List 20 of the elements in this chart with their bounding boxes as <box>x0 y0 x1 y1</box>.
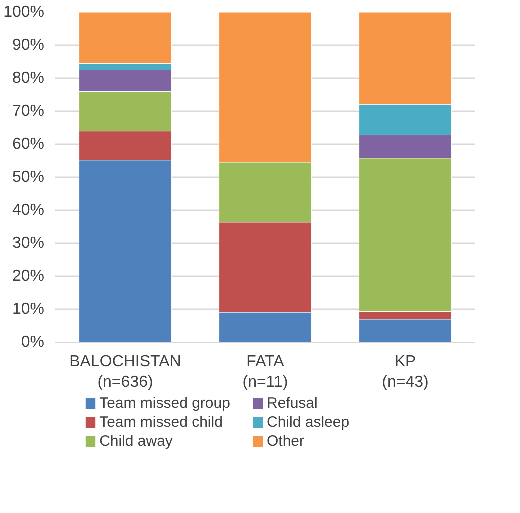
y-tick-label: 40% <box>12 202 45 219</box>
legend-label: Child away <box>100 433 174 450</box>
x-tick-label: BALOCHISTAN (n=636) <box>70 354 182 391</box>
legend-label: Child asleep <box>267 414 350 431</box>
y-tick-label: 90% <box>12 37 45 54</box>
y-tick-label: 30% <box>12 235 45 252</box>
y-tick-label: 100% <box>4 4 44 21</box>
x-tick-label: KP (n=43) <box>382 354 429 391</box>
y-tick-label: 10% <box>12 301 45 318</box>
y-tick-label: 20% <box>12 268 45 285</box>
y-tick-label: 0% <box>21 334 44 351</box>
legend-label: Team missed group <box>100 395 230 412</box>
y-tick-label: 60% <box>12 136 45 153</box>
legend-label: Refusal <box>267 395 318 412</box>
legend-label: Other <box>267 433 305 450</box>
legend-label: Team missed child <box>100 414 223 431</box>
y-tick-label: 70% <box>12 103 45 120</box>
y-tick-label: 50% <box>12 169 45 186</box>
y-tick-label: 80% <box>12 70 45 87</box>
x-tick-label: FATA (n=11) <box>242 354 288 391</box>
